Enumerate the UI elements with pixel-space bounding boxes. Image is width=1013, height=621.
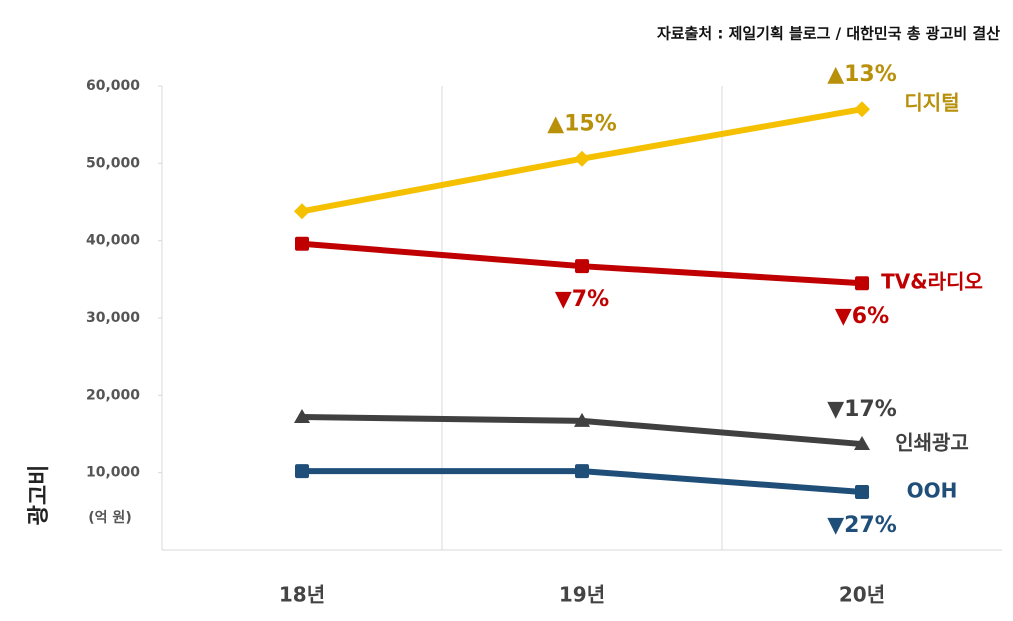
marker (575, 464, 589, 479)
change-label: ▼7% (555, 287, 609, 312)
change-label: ▲13% (827, 62, 897, 87)
x-tick-label: 19년 (559, 583, 605, 607)
change-label: ▲15% (547, 112, 617, 137)
series-label: 디지털 (904, 91, 959, 115)
x-tick-label: 18년 (279, 583, 325, 607)
change-label: ▼17% (827, 397, 897, 422)
marker (295, 464, 309, 479)
y-tick-label: 30,000 (86, 310, 140, 326)
y-axis-title: 광고비 (27, 465, 52, 526)
marker (295, 236, 309, 251)
y-unit: (억 원) (88, 510, 131, 526)
marker (294, 203, 310, 220)
marker (854, 436, 870, 451)
series-label: 인쇄광고 (895, 431, 969, 455)
marker (294, 408, 310, 423)
series-label: TV&라디오 (881, 270, 983, 294)
y-tick-label: 20,000 (86, 387, 140, 403)
change-label: ▼6% (835, 304, 889, 329)
marker (574, 412, 590, 427)
marker (855, 485, 869, 499)
y-tick-label: 50,000 (86, 155, 140, 171)
marker (855, 276, 869, 291)
marker (575, 259, 589, 274)
marker (574, 150, 590, 167)
marker (854, 101, 870, 118)
y-tick-label: 60,000 (86, 78, 140, 94)
x-tick-label: 20년 (839, 583, 885, 607)
series-label: OOH (907, 479, 958, 503)
change-label: ▼27% (827, 513, 897, 538)
source: 자료출처 : 제일기획 블로그 / 대한민국 총 광고비 결산 (657, 25, 1000, 43)
y-tick-label: 10,000 (86, 465, 140, 481)
y-tick-label: 40,000 (86, 233, 140, 249)
